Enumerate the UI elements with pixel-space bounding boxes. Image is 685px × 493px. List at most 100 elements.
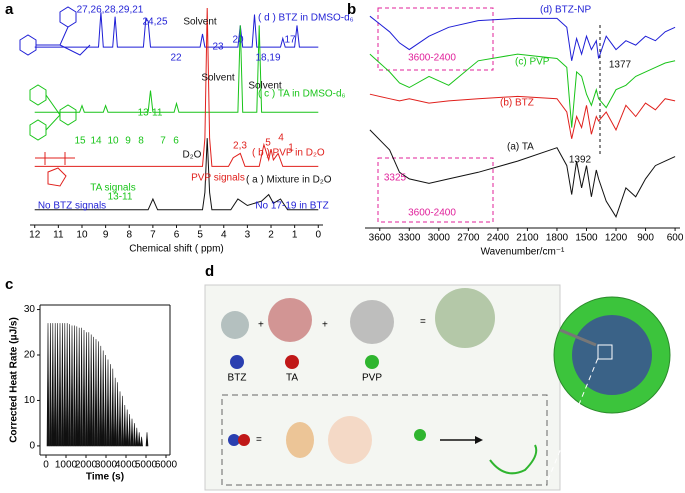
x-tick-label: 6000 (155, 460, 178, 471)
annotation: Solvent (183, 17, 217, 28)
pvp-structure (35, 152, 75, 187)
injection-peak (145, 432, 149, 447)
annotation: 27,26,28,29,21 (77, 5, 144, 16)
injection-peak (111, 368, 115, 447)
y-tick-label: 10 (24, 395, 36, 406)
injection-peak (61, 323, 64, 447)
annotation: 2,3 (233, 141, 247, 152)
x-tick-label: 4000 (115, 460, 138, 471)
annotation: No 17-19 in BTZ (255, 201, 328, 212)
injection-peak (137, 432, 141, 447)
annotation: PVP signals (191, 173, 245, 184)
injection-peak (123, 404, 127, 447)
annotation: 18,19 (255, 53, 280, 64)
x-tick-label: 900 (637, 233, 654, 244)
injection-peak (133, 423, 136, 447)
injection-peak (58, 323, 62, 447)
series-label: (a) TA (507, 142, 534, 153)
x-tick-label: 2100 (516, 233, 539, 244)
injection-peak (135, 427, 139, 447)
series-label: (b) BTZ (500, 98, 534, 109)
injection-peak (101, 350, 105, 447)
annotation: 14 (90, 136, 102, 147)
injection-peak (109, 364, 112, 447)
injection-peak (106, 359, 110, 447)
zoom-line (547, 357, 599, 481)
annotation: 20 (232, 35, 244, 46)
x-tick-label: 12 (29, 230, 41, 241)
x-tick-label: 0 (315, 230, 321, 241)
x-axis-label: Time (s) (86, 472, 124, 483)
x-tick-label: 1200 (605, 233, 628, 244)
inset-content: = (228, 416, 538, 475)
btz-structure (19, 6, 91, 56)
injection-peak (92, 336, 95, 447)
injection-peak (70, 325, 74, 447)
injection-peak (130, 418, 134, 447)
x-tick-label: 6 (174, 230, 180, 241)
injection-peak (116, 382, 119, 447)
series-label: (d) BTZ-NP (540, 5, 591, 16)
plus: + (258, 320, 264, 331)
spectrum (369, 53, 676, 128)
annotation: Solvent (248, 81, 282, 92)
injection-peak (121, 395, 124, 447)
injection-peak (73, 325, 76, 447)
injection-peak (68, 324, 71, 447)
x-tick-label: 5000 (135, 460, 158, 471)
x-tick-label: 0 (43, 460, 49, 471)
y-tick-label: 20 (24, 350, 36, 361)
item-label: BTZ (228, 373, 247, 384)
injection-peak (75, 326, 79, 447)
plus: + (322, 320, 328, 331)
annotation: 10 (107, 136, 119, 147)
injection-peak (56, 323, 59, 447)
series-label: ( a ) Mixture in D₂O (246, 175, 332, 186)
injection-peak (77, 327, 81, 447)
annotation: 1392 (569, 155, 592, 166)
annotation: 9 (125, 136, 131, 147)
annotation: 6 (173, 136, 179, 147)
x-tick-label: 2000 (75, 460, 98, 471)
svg-text:=: = (256, 435, 262, 446)
annotation: TA signals (90, 183, 135, 194)
injection-peak (140, 436, 143, 447)
injection-peak (113, 377, 117, 447)
panel-label: b (347, 1, 356, 18)
x-tick-label: 11 (53, 230, 64, 241)
highlight-box (377, 7, 494, 71)
annotation: 22 (170, 53, 182, 64)
x-tick-label: 2 (268, 230, 274, 241)
panel-label: c (5, 276, 13, 293)
series-label: ( b ) PVP in D₂O (252, 148, 325, 159)
item-label: PVP (362, 373, 382, 384)
injection-peak (51, 323, 55, 447)
ta-structure (29, 84, 77, 141)
annotation: 3600-2400 (408, 53, 456, 64)
x-tick-label: 5 (197, 230, 203, 241)
injection-peak (85, 332, 88, 447)
x-tick-label: 9 (103, 230, 109, 241)
y-tick-label: 0 (29, 441, 35, 452)
annotation: 3600-2400 (408, 208, 456, 219)
annotation: 1377 (609, 60, 632, 71)
spectrum (369, 15, 676, 61)
scheme-inset (221, 394, 548, 486)
spectrum (369, 93, 676, 139)
injection-peak (94, 339, 98, 447)
x-tick-label: 10 (76, 230, 88, 241)
spectrum (34, 25, 319, 113)
x-axis-label: Wavenumber/cm⁻¹ (481, 247, 565, 258)
annotation: 23 (212, 42, 224, 53)
x-axis-label: Chemical shift ( ppm) (129, 244, 223, 255)
annotation: D₂O (183, 150, 202, 161)
series-label: ( c ) TA in DMSO-d₆ (258, 89, 346, 100)
zoom-box (597, 344, 613, 360)
injection-peak (46, 323, 50, 447)
injection-peak (82, 329, 86, 447)
injection-peak (97, 341, 100, 447)
x-tick-label: 2400 (487, 233, 510, 244)
equals: = (420, 317, 426, 328)
x-tick-label: 600 (667, 233, 684, 244)
